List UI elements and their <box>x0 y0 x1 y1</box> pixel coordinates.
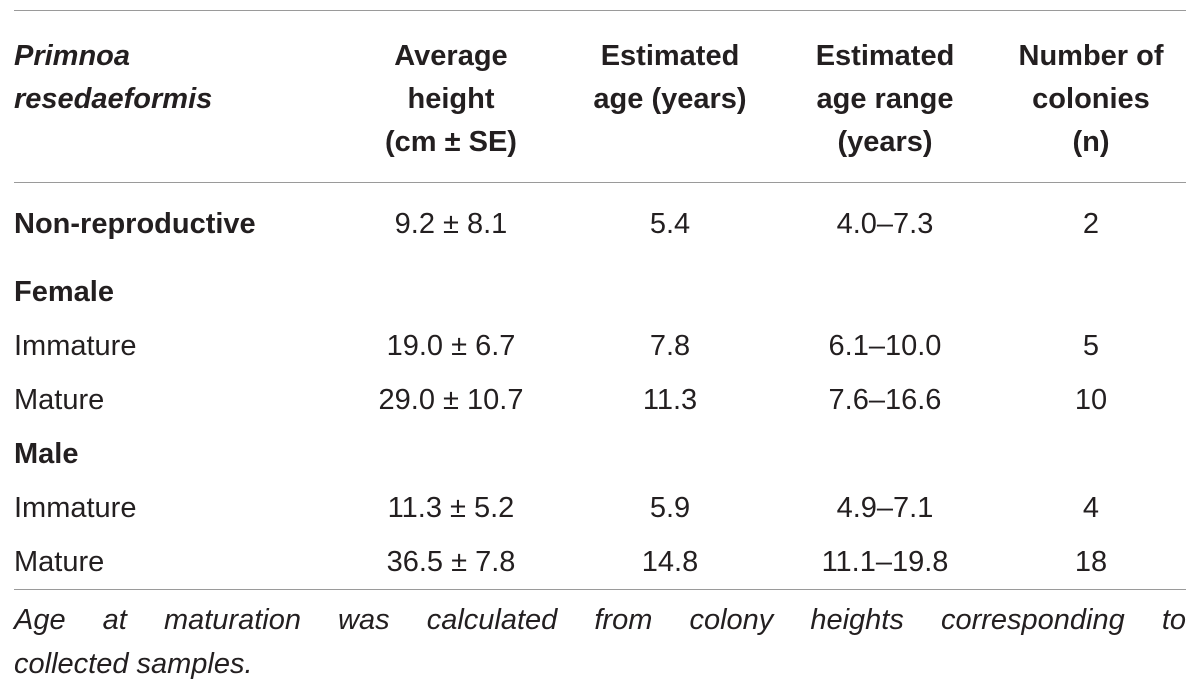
cell-colonies <box>996 265 1186 319</box>
cell-height <box>336 265 566 319</box>
table-row: Immature 19.0 ± 6.7 7.8 6.1–10.0 5 <box>14 319 1186 373</box>
cell-height <box>336 427 566 481</box>
header-line: (n) <box>1072 126 1110 158</box>
table-row: Immature 11.3 ± 5.2 5.9 4.9–7.1 4 <box>14 481 1186 535</box>
table-row: Mature 36.5 ± 7.8 14.8 11.1–19.8 18 <box>14 535 1186 589</box>
cell-colonies: 4 <box>1082 491 1100 524</box>
header-line: (cm ± SE) <box>385 126 517 158</box>
cell-age: 5.4 <box>649 207 691 240</box>
cell-age: 7.8 <box>649 329 691 362</box>
header-line: (years) <box>837 126 933 158</box>
table-row: Female <box>14 265 1186 319</box>
cell-colonies <box>996 427 1186 481</box>
row-label: Mature <box>14 383 105 416</box>
header-line: Number of <box>1018 40 1164 72</box>
row-label: Immature <box>14 329 137 362</box>
header-rule <box>14 182 1186 183</box>
cell-age-range: 4.0–7.3 <box>836 207 934 240</box>
cell-height: 19.0 ± 6.7 <box>386 329 516 362</box>
row-label: Male <box>14 437 79 470</box>
cell-age: 11.3 <box>642 383 698 416</box>
cell-age-range: 7.6–16.6 <box>828 383 942 416</box>
cell-age <box>566 265 774 319</box>
header-line: Average <box>394 40 508 72</box>
table-header: Primnoa resedaeformis Average height (cm… <box>14 11 1186 182</box>
header-number-of-colonies: Number of colonies (n) <box>996 11 1186 182</box>
data-table-container: Primnoa resedaeformis Average height (cm… <box>14 10 1186 590</box>
cell-age: 5.9 <box>649 491 691 524</box>
footnote-line: Age at maturation was calculated from co… <box>14 604 1186 636</box>
header-line: colonies <box>1032 83 1150 115</box>
bottom-rule <box>14 589 1186 590</box>
cell-age-range: 11.1–19.8 <box>821 545 949 578</box>
row-label: Mature <box>14 545 105 578</box>
table-row: Mature 29.0 ± 10.7 11.3 7.6–16.6 10 <box>14 373 1186 427</box>
cell-age-range <box>774 265 996 319</box>
cell-colonies: 5 <box>1082 329 1100 362</box>
header-species-line: Primnoa <box>14 40 131 72</box>
header-species-line: resedaeformis <box>14 83 213 115</box>
cell-age-range: 4.9–7.1 <box>836 491 934 524</box>
table-row: Non-reproductive 9.2 ± 8.1 5.4 4.0–7.3 2 <box>14 183 1186 265</box>
cell-colonies: 10 <box>1074 383 1108 416</box>
row-label: Immature <box>14 491 137 524</box>
cell-height: 11.3 ± 5.2 <box>387 491 515 524</box>
cell-height: 36.5 ± 7.8 <box>386 545 516 578</box>
cell-age-range <box>774 427 996 481</box>
cell-age <box>566 427 774 481</box>
data-table: Primnoa resedaeformis Average height (cm… <box>14 11 1186 182</box>
cell-colonies: 18 <box>1074 545 1108 578</box>
cell-height: 9.2 ± 8.1 <box>394 207 508 240</box>
header-line: height <box>407 83 495 115</box>
header-line: Estimated <box>600 40 740 72</box>
header-line: Estimated <box>815 40 955 72</box>
data-table-body: Non-reproductive 9.2 ± 8.1 5.4 4.0–7.3 2… <box>14 183 1186 589</box>
cell-height: 29.0 ± 10.7 <box>378 383 524 416</box>
header-line: age range <box>816 83 954 115</box>
table-footnote: Age at maturation was calculated from co… <box>14 598 1186 686</box>
cell-age-range: 6.1–10.0 <box>828 329 942 362</box>
header-estimated-age: Estimated age (years) <box>566 11 774 182</box>
header-line: age (years) <box>593 83 747 115</box>
cell-colonies: 2 <box>1082 207 1100 240</box>
header-average-height: Average height (cm ± SE) <box>336 11 566 182</box>
top-rule <box>14 10 1186 11</box>
header-estimated-age-range: Estimated age range (years) <box>774 11 996 182</box>
header-species: Primnoa resedaeformis <box>14 11 336 182</box>
cell-age: 14.8 <box>641 545 699 578</box>
table-row: Male <box>14 427 1186 481</box>
row-label: Female <box>14 275 114 308</box>
footnote-line: collected samples. <box>14 648 253 680</box>
row-label: Non-reproductive <box>14 207 256 240</box>
